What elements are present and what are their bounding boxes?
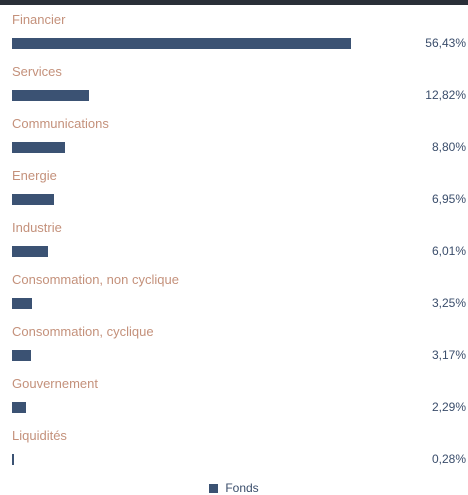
sector-label: Energie bbox=[12, 168, 57, 183]
value-label: 2,29% bbox=[431, 400, 466, 414]
legend-swatch-fonds bbox=[209, 484, 219, 493]
value-label: 3,25% bbox=[431, 296, 466, 310]
sector-label: Financier bbox=[12, 12, 66, 27]
bar bbox=[12, 90, 89, 101]
legend: Fonds bbox=[0, 481, 468, 495]
bar bbox=[12, 402, 26, 413]
sector-row: Communications 8,80% bbox=[12, 116, 468, 162]
bar bbox=[12, 350, 31, 361]
sector-row: Consommation, non cyclique 3,25% bbox=[12, 272, 468, 318]
bar bbox=[12, 298, 32, 309]
sector-row: Financier 56,43% bbox=[12, 12, 468, 58]
bar bbox=[12, 142, 65, 153]
bar bbox=[12, 38, 351, 49]
value-label: 56,43% bbox=[425, 36, 466, 50]
value-label: 6,01% bbox=[431, 244, 466, 258]
value-label: 3,17% bbox=[431, 348, 466, 362]
sector-row: Liquidités 0,28% bbox=[12, 428, 468, 474]
bar bbox=[12, 194, 54, 205]
bar bbox=[12, 454, 14, 465]
sector-label: Liquidités bbox=[12, 428, 67, 443]
sector-label: Consommation, non cyclique bbox=[12, 272, 179, 287]
sector-row: Industrie 6,01% bbox=[12, 220, 468, 266]
sector-row: Energie 6,95% bbox=[12, 168, 468, 214]
top-rule bbox=[0, 0, 468, 5]
value-label: 8,80% bbox=[431, 140, 466, 154]
value-label: 6,95% bbox=[431, 192, 466, 206]
sector-row: Gouvernement 2,29% bbox=[12, 376, 468, 422]
sector-row: Services 12,82% bbox=[12, 64, 468, 110]
value-label: 12,82% bbox=[425, 88, 466, 102]
sector-label: Communications bbox=[12, 116, 109, 131]
value-label: 0,28% bbox=[431, 452, 466, 466]
sector-label: Services bbox=[12, 64, 62, 79]
bar bbox=[12, 246, 49, 257]
sector-row: Consommation, cyclique 3,17% bbox=[12, 324, 468, 370]
legend-label-fonds: Fonds bbox=[225, 481, 259, 495]
sector-label: Industrie bbox=[12, 220, 62, 235]
sector-label: Gouvernement bbox=[12, 376, 98, 391]
sector-label: Consommation, cyclique bbox=[12, 324, 154, 339]
